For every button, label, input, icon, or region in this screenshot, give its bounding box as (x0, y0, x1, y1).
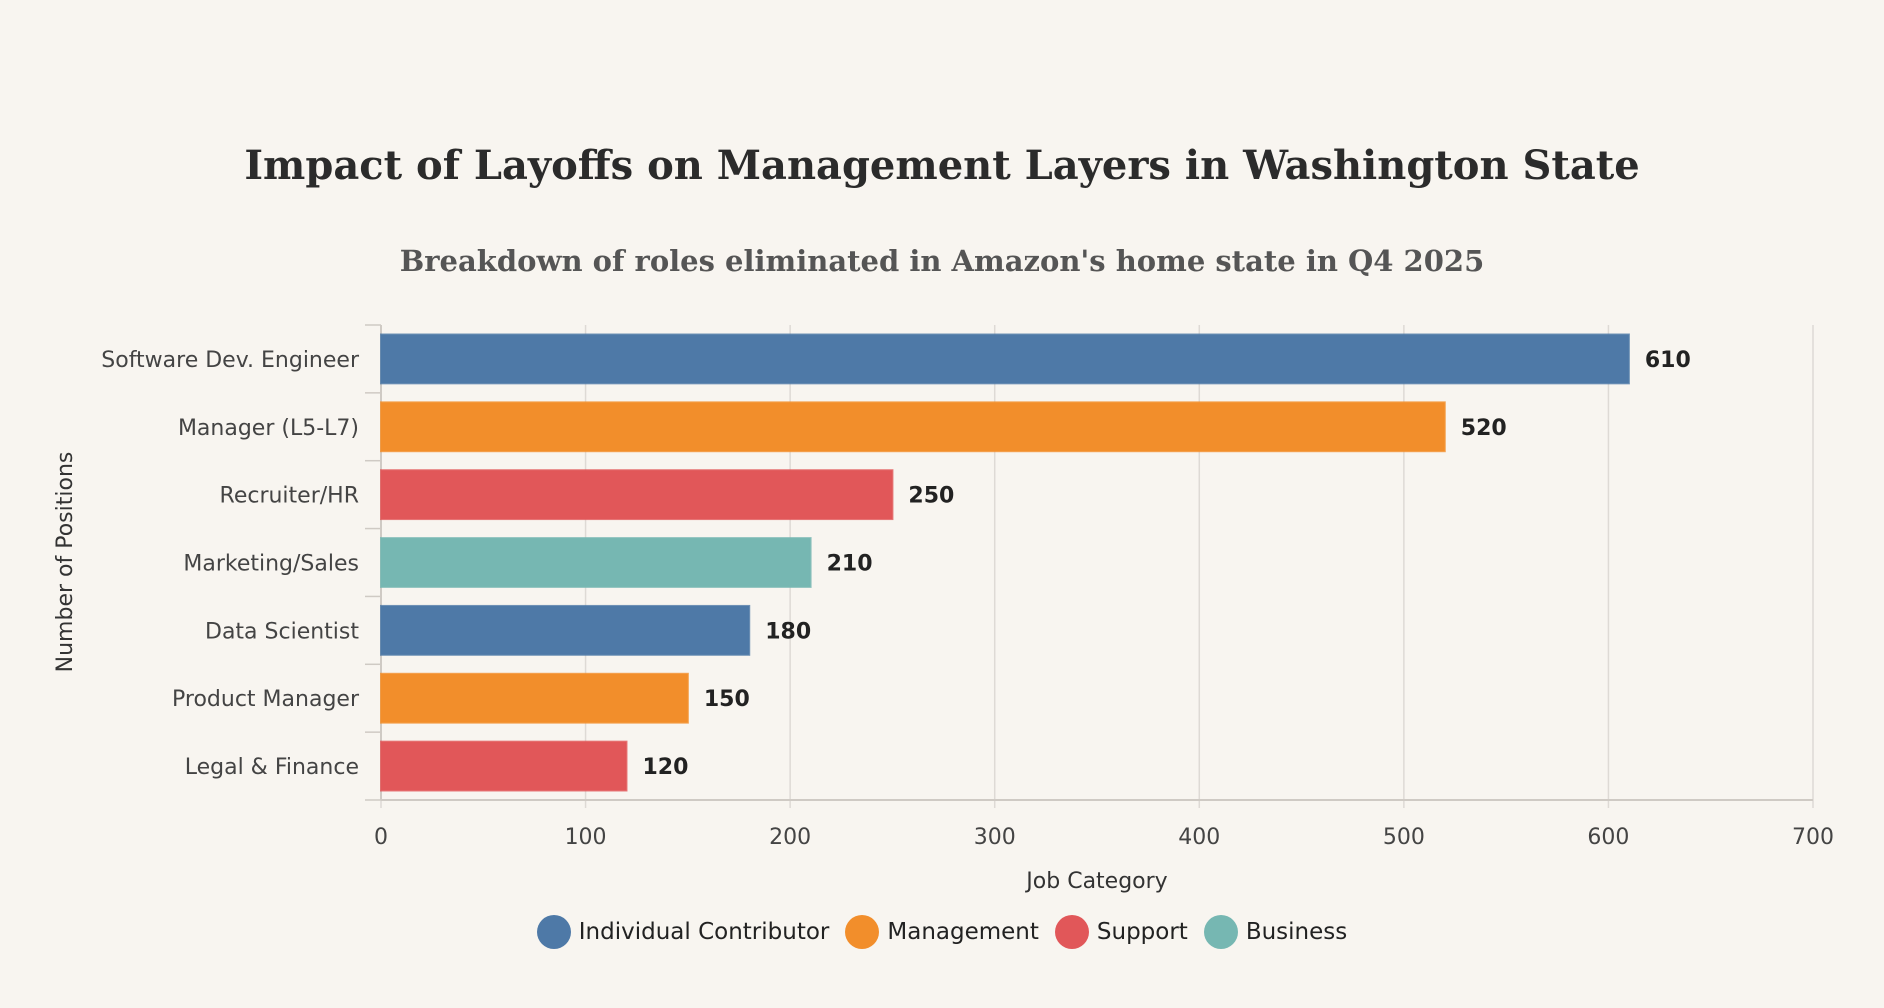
legend-item[interactable]: Individual Contributor (536, 915, 830, 949)
bar (380, 740, 628, 792)
x-tick-label: 700 (1792, 825, 1834, 850)
bar (380, 672, 689, 724)
x-axis-label: Job Category (1024, 869, 1167, 894)
bar (380, 604, 751, 656)
y-tick-label: Data Scientist (205, 619, 359, 644)
data-label: 210 (827, 552, 873, 577)
y-axis-label: Number of Positions (53, 452, 78, 673)
legend-item[interactable]: Support (1054, 915, 1188, 949)
y-tick-label: Manager (L5-L7) (178, 416, 359, 441)
legend-item[interactable]: Management (845, 915, 1039, 949)
x-tick-label: 200 (769, 825, 811, 850)
data-label: 120 (642, 755, 688, 780)
x-tick-label: 0 (374, 825, 388, 850)
data-label: 150 (704, 687, 750, 712)
chart-subtitle: Breakdown of roles eliminated in Amazon'… (399, 244, 1485, 278)
bar (380, 333, 1630, 385)
y-tick-label: Marketing/Sales (183, 552, 359, 577)
legend-swatch (536, 915, 571, 949)
legend-label: Support (1096, 919, 1188, 945)
x-tick-label: 400 (1178, 825, 1220, 850)
legend-swatch (1054, 915, 1089, 949)
legend-label: Business (1245, 919, 1348, 945)
data-label: 180 (765, 619, 811, 644)
legend-swatch (845, 915, 880, 949)
chart-title: Impact of Layoffs on Management Layers i… (244, 142, 1640, 189)
data-label: 250 (908, 484, 954, 509)
y-tick-label: Product Manager (172, 687, 360, 712)
bar (380, 469, 894, 521)
y-tick-label: Legal & Finance (185, 755, 359, 780)
legend-label: Individual Contributor (578, 919, 830, 945)
legend-swatch (1203, 915, 1238, 949)
bar (380, 401, 1446, 453)
x-tick-label: 600 (1587, 825, 1629, 850)
y-tick-label: Software Dev. Engineer (101, 348, 360, 373)
x-tick-label: 300 (974, 825, 1016, 850)
x-tick-label: 100 (565, 825, 607, 850)
data-label: 520 (1461, 416, 1507, 441)
legend-label: Management (887, 919, 1039, 945)
chart-legend: Individual Contributor Management Support B… (0, 915, 1884, 949)
legend-item[interactable]: Business (1203, 915, 1348, 949)
y-tick-label: Recruiter/HR (220, 484, 359, 509)
x-tick-label: 500 (1383, 825, 1425, 850)
data-label: 610 (1645, 348, 1691, 373)
bar (380, 537, 812, 588)
